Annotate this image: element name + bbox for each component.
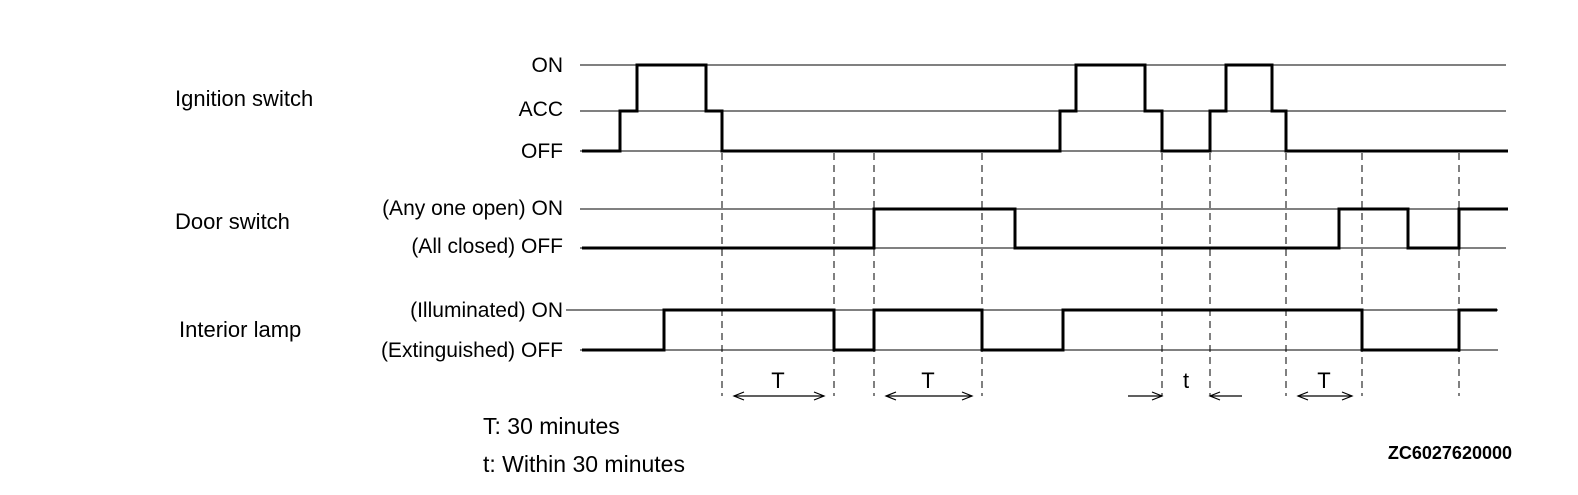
door-off-level: (All closed) OFF (411, 235, 563, 258)
note-t-lower: t: Within 30 minutes (483, 451, 685, 477)
interval-label-3: T (1317, 368, 1330, 393)
lamp-off-level: (Extinguished) OFF (381, 339, 563, 362)
door-switch-waveform (582, 207, 1508, 250)
dashed-time-markers (721, 153, 1460, 396)
interval-0: T (732, 368, 826, 401)
figure-code: ZC6027620000 (1388, 443, 1512, 463)
ignition-switch-waveform (582, 63, 1508, 153)
interior-lamp-waveform (582, 308, 1497, 352)
door-switch-label: Door switch (175, 209, 290, 234)
ignition-on-level: ON (532, 54, 564, 77)
note-t-capital: T: 30 minutes (483, 413, 620, 439)
lamp-on-level: (Illuminated) ON (410, 299, 563, 322)
door-on-level: (Any one open) ON (382, 197, 563, 220)
interval-label-2: t (1183, 368, 1189, 393)
ignition-switch-label: Ignition switch (175, 86, 313, 111)
interval-1: T (884, 368, 974, 401)
interval-3: T (1296, 368, 1354, 401)
interval-2: t (1128, 368, 1242, 401)
ignition-acc-level: ACC (519, 98, 563, 121)
interval-label-1: T (921, 368, 934, 393)
interval-label-0: T (771, 368, 784, 393)
ignition-off-level: OFF (521, 140, 563, 163)
interior-lamp-label: Interior lamp (179, 317, 301, 342)
